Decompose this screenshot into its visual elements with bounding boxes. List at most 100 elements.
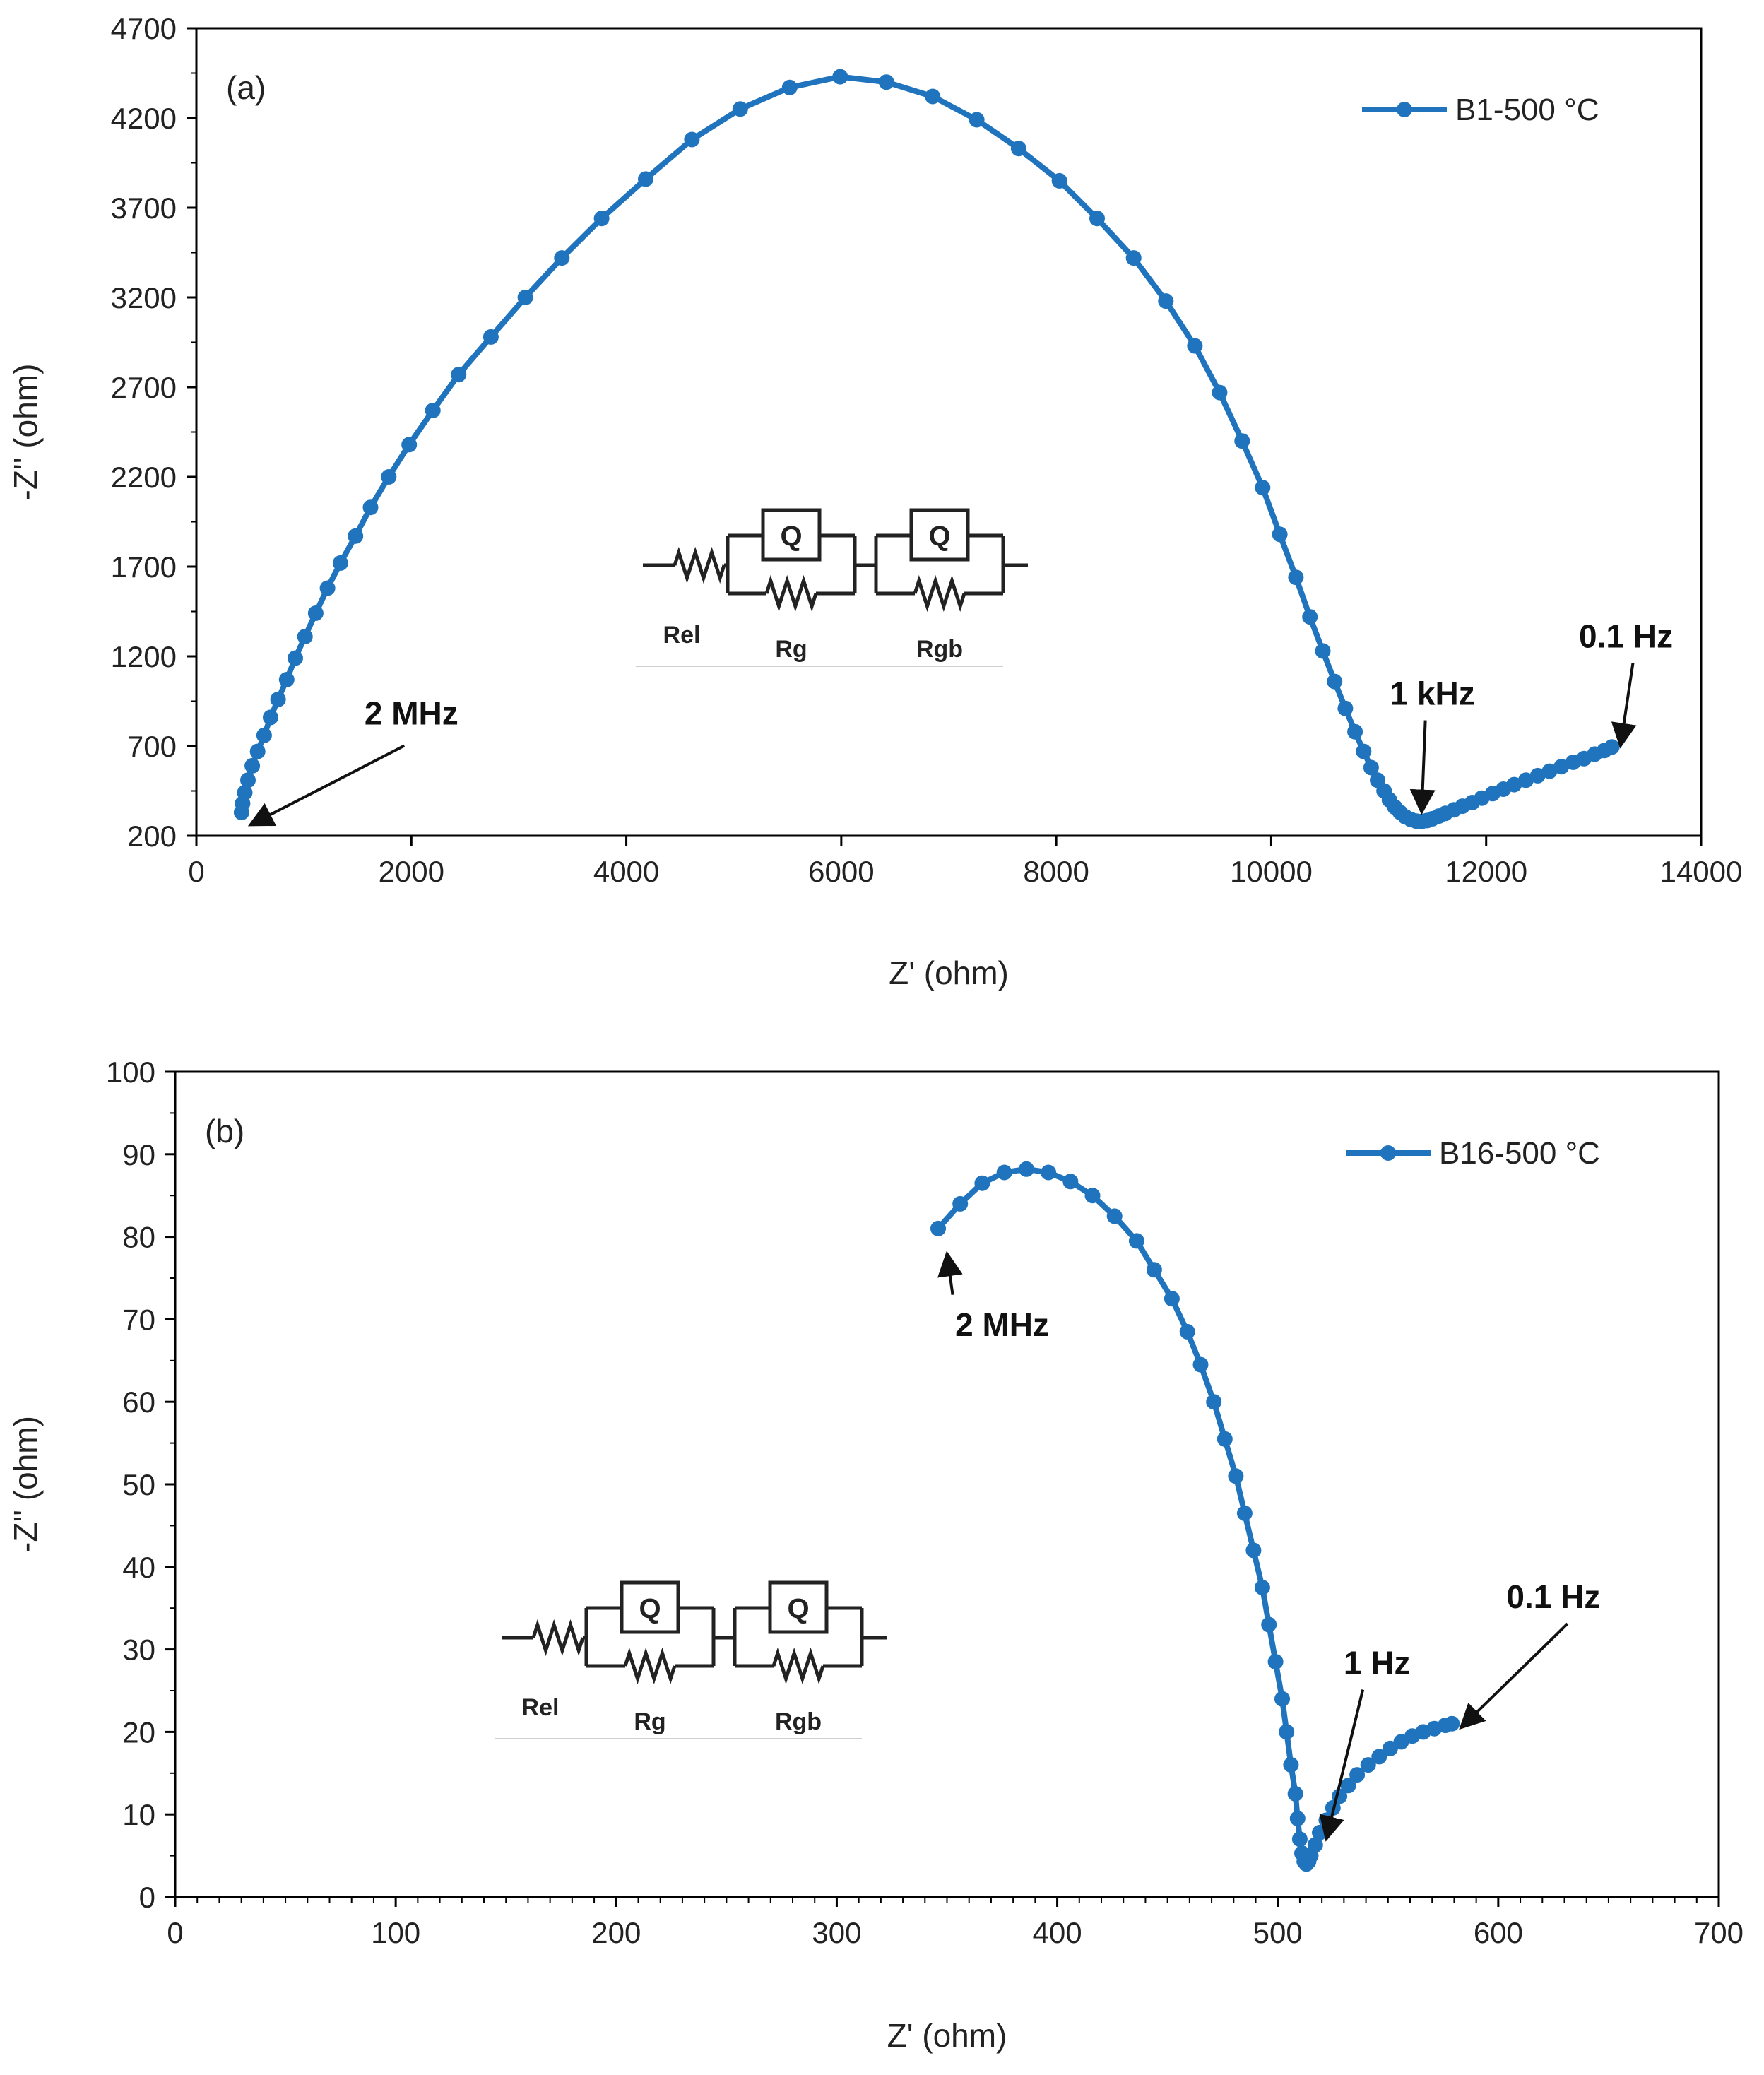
data-point	[930, 1220, 946, 1236]
data-point	[244, 757, 261, 774]
annotation-arrow	[1319, 1689, 1365, 1842]
data-point	[1125, 250, 1142, 266]
data-point	[1315, 643, 1331, 659]
data-point	[1261, 1616, 1277, 1633]
data-point	[1228, 1468, 1244, 1484]
data-point	[451, 367, 467, 383]
data-point	[1179, 1323, 1195, 1340]
circuit-label-rel: Rel	[522, 1694, 560, 1721]
data-point	[401, 437, 418, 453]
data-point	[1128, 1233, 1144, 1249]
y-tick-label: 1700	[111, 550, 177, 584]
x-axis-title: Z' (ohm)	[887, 2017, 1007, 2054]
data-point	[256, 727, 272, 743]
x-tick-label: 400	[1033, 1916, 1082, 1949]
annotation-label: 1 Hz	[1344, 1645, 1411, 1681]
data-point	[1356, 743, 1372, 759]
y-tick-label: 3200	[111, 281, 177, 314]
data-point	[249, 743, 266, 759]
circuit-q-label: Q	[928, 521, 950, 552]
y-tick-label: 700	[127, 730, 177, 763]
annotation-label: 2 MHz	[365, 695, 458, 732]
y-tick-label: 80	[122, 1221, 155, 1254]
x-tick-label: 10000	[1230, 855, 1313, 888]
data-point	[288, 650, 303, 666]
data-point	[1279, 1724, 1295, 1740]
circuit-cpe-q	[620, 1580, 680, 1634]
data-point	[1254, 1580, 1270, 1595]
data-point	[1236, 1505, 1253, 1521]
y-tick-label: 60	[122, 1385, 155, 1419]
data-point	[1106, 1208, 1123, 1224]
data-point	[1340, 1778, 1356, 1794]
y-tick-label: 3700	[111, 191, 177, 225]
annotation-arrow	[1459, 1622, 1569, 1730]
data-point	[1604, 739, 1620, 755]
x-tick-label: 700	[1694, 1916, 1744, 1949]
data-point	[1267, 1654, 1284, 1670]
panel-label: (a)	[226, 69, 266, 106]
x-tick-label: 8000	[1023, 855, 1089, 888]
data-point	[1553, 759, 1570, 775]
annotation-arrow	[1409, 720, 1436, 815]
data-point	[593, 211, 610, 227]
data-point	[1146, 1262, 1162, 1278]
data-point	[638, 171, 653, 187]
data-point	[263, 709, 278, 726]
annotation-arrow	[247, 744, 406, 827]
x-tick-label: 0	[188, 855, 204, 888]
circuit-resistor	[623, 1647, 677, 1685]
data-point	[1289, 1811, 1306, 1826]
y-tick-label: 100	[106, 1056, 155, 1089]
data-point	[1234, 433, 1250, 449]
x-tick-label: 14000	[1660, 855, 1743, 888]
y-tick-label: 20	[122, 1715, 155, 1749]
x-tick-label: 0	[167, 1916, 183, 1949]
chart-panel-1: 0 2000 4000 6000 8000 10000 12000 14000 200 700 12…	[7, 12, 1742, 991]
data-point	[270, 692, 286, 707]
y-tick-label: 4700	[111, 12, 177, 45]
data-point	[1018, 1161, 1034, 1177]
chart-panel-2: 0 100 200 300 400 500 600 700 0 10 20 30 40 50 60 70 80 9…	[7, 1056, 1744, 2054]
data-point	[832, 69, 848, 85]
data-point	[348, 528, 364, 544]
data-point	[1255, 480, 1271, 496]
data-point	[1164, 1291, 1180, 1307]
data-point	[781, 79, 798, 95]
annotation-label: 2 MHz	[955, 1306, 1049, 1343]
circuit-label-rgb: Rgb	[916, 636, 963, 663]
data-point	[1349, 1767, 1366, 1783]
data-point	[297, 629, 313, 645]
annotation-label: 1 kHz	[1390, 675, 1475, 712]
data-point	[554, 250, 570, 266]
circuit-resistor	[913, 574, 966, 613]
x-tick-label: 300	[812, 1916, 861, 1949]
annotation-label: 0.1 Hz	[1506, 1578, 1600, 1615]
data-point	[1274, 1691, 1290, 1707]
y-axis-title: -Z'' (ohm)	[7, 1416, 44, 1553]
circuit-q-label: Q	[787, 1593, 809, 1624]
data-point	[1371, 1749, 1387, 1765]
y-axis-title: -Z'' (ohm)	[7, 364, 44, 501]
annotation-arrow	[937, 1251, 963, 1296]
data-point	[1089, 211, 1105, 227]
data-point	[240, 772, 256, 788]
data-point	[1283, 1757, 1299, 1773]
data-point	[1363, 759, 1379, 776]
annotation-label: 0.1 Hz	[1579, 617, 1673, 654]
data-point	[319, 580, 336, 596]
data-point	[1062, 1174, 1079, 1190]
equivalent-circuit: Q Q Rel Rg Rgb	[495, 1580, 887, 1739]
data-point	[1288, 569, 1304, 586]
data-point	[1217, 1431, 1233, 1447]
circuit-label-rgb: Rgb	[775, 1708, 822, 1735]
data-point	[1158, 293, 1174, 309]
x-tick-label: 2000	[379, 855, 444, 888]
data-point	[1327, 673, 1343, 690]
data-point	[1245, 1542, 1262, 1559]
data-point	[362, 499, 379, 516]
y-tick-label: 4200	[111, 102, 177, 135]
legend-label: B1-500 °C	[1455, 93, 1599, 127]
